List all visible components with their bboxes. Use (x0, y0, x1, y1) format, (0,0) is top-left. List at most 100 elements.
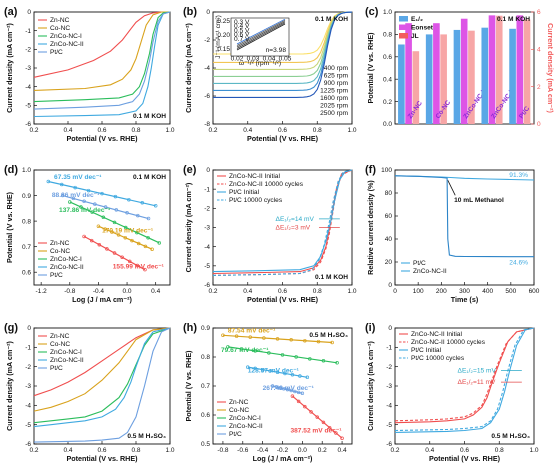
y-tick-label: -6 (204, 93, 210, 100)
legend-item: 900 rpm (324, 80, 349, 87)
legend-swatch (399, 33, 408, 39)
panel-b: (b) 0.2 0.4 0.6 0.8 1.0 0 -2 -4 -6 -8 Potential (V … (183, 6, 357, 143)
x-tick-label: 0.8 (131, 447, 140, 454)
panel-label: (i) (365, 322, 376, 334)
series-line (222, 334, 333, 344)
tafel-slope-label: 88.86 mV dec⁻¹ (52, 192, 99, 199)
data-point (330, 340, 334, 345)
bar-eonset (516, 15, 524, 124)
x-tick-label: 0.6 (278, 127, 287, 134)
data-point (303, 404, 307, 409)
bar-eonset (405, 23, 412, 125)
legend-item: ZnCo-NC-II 10000 cycles (229, 181, 304, 188)
y-tick-label: 0.8 (201, 354, 210, 361)
bar-jl (523, 19, 531, 124)
y-axis-label: Potential (V vs. RHE) (366, 32, 375, 104)
data-point (136, 241, 141, 246)
tafel-slope-label: 79.67 mV dec⁻¹ (221, 347, 268, 354)
inset-fit-line (236, 21, 286, 48)
y-tick-label: 0 (388, 282, 392, 289)
y-tick-label: 20 (385, 259, 393, 266)
y-tick-label: -8 (204, 121, 210, 128)
data-point (293, 389, 297, 394)
y-tick-label: 100 (381, 167, 392, 174)
panel-i: (i) 0.2 0.4 0.6 0.8 1.0 0 -1 -2 -3 -4 -5 -6 Potential… (365, 322, 539, 463)
x-tick-label: 1.0 (165, 447, 174, 454)
data-point (253, 366, 257, 371)
y-tick-label: -4 (25, 403, 31, 410)
data-point (103, 205, 108, 209)
series-line (33, 327, 171, 424)
data-point (281, 386, 286, 391)
series-line (247, 366, 308, 378)
panel-label: (e) (183, 164, 197, 176)
delta-label: ΔE₁/₂=3 mV (276, 225, 311, 232)
x-tick-label: 0.8 (313, 288, 322, 295)
y-axis-label: Potential (V vs. RHE) (5, 191, 14, 263)
y-tick-label: 0.8 (383, 32, 392, 39)
data-point (79, 205, 83, 209)
y-tick-label: 0.6 (22, 269, 31, 276)
series-line (98, 225, 153, 250)
y2-tick-label: 4 (537, 47, 541, 54)
x-tick-label: -0.6 (237, 447, 249, 454)
data-point (274, 385, 279, 389)
tafel-slope-label: 67.35 mV dec⁻¹ (54, 174, 101, 181)
x-tick-label: 0.6 (97, 447, 106, 454)
legend-item: Co-NC (50, 25, 70, 32)
legend-item: Zn-NC (50, 17, 70, 24)
legend-item: 400 rpm (324, 65, 349, 72)
x-tick-label: 1.0 (165, 127, 174, 134)
data-point (290, 394, 295, 398)
series-line (62, 195, 149, 220)
series-line (227, 346, 338, 364)
data-point (143, 267, 147, 272)
data-point (334, 431, 338, 435)
x-tick-label: 0.0 (298, 447, 307, 454)
data-point (283, 371, 287, 376)
y-tick-label: -4 (204, 65, 210, 72)
tafel-slope-label: 267.48 mV dec⁻¹ (263, 385, 314, 392)
y-tick-label: -4 (25, 84, 31, 91)
data-point (285, 387, 290, 392)
bar-e12 (398, 44, 405, 125)
y-tick-label: -6 (204, 282, 210, 289)
inset-x-tick: 0.04 (263, 56, 276, 63)
x-tick-label: 500 (505, 288, 516, 295)
legend-item: ZnCo-NC-I (50, 349, 82, 356)
y2-tick-label: 0 (537, 121, 541, 128)
data-point (103, 227, 107, 231)
x-axis-label: Log (J / mA cm⁻²) (253, 454, 313, 463)
data-point (93, 202, 97, 206)
tafel-slope-label: 170.19 mV dec⁻¹ (102, 228, 153, 235)
x-tick-label: -0.4 (257, 447, 269, 454)
data-point (82, 199, 86, 204)
legend-item: ZnCo-NC-II (50, 41, 84, 48)
x-tick-label: -1.2 (36, 288, 48, 295)
legend-item: Pt/C Initial (229, 189, 260, 196)
legend-item: ZnCo-NC-II (229, 423, 263, 430)
y-tick-label: 1.0 (22, 167, 31, 174)
series-line (213, 11, 353, 98)
retention-label: 91.3% (509, 172, 528, 179)
data-point (246, 365, 250, 369)
legend-item: Zn-NC (50, 240, 70, 247)
panel-label: (b) (183, 6, 197, 18)
y-axis-label: Current density (mA cm⁻²) (184, 23, 193, 113)
data-point (112, 251, 117, 255)
y-tick-label: -1 (204, 186, 210, 193)
panel-c: (c) 0.0 0.2 0.4 0.6 0.8 1.0 Potential (V vs. RH… (365, 6, 554, 128)
data-point (315, 415, 320, 419)
y-axis-label: Current density (mA cm⁻²) (5, 341, 14, 431)
y-axis-label: Relative current density (%) (366, 180, 375, 275)
series-line (69, 201, 160, 244)
data-point (267, 351, 271, 355)
data-point (135, 263, 140, 268)
data-point (113, 194, 118, 199)
data-point (120, 255, 124, 259)
y-tick-label: -2 (25, 364, 31, 371)
x-tick-label: 1.0 (529, 447, 538, 454)
bar-eonset (433, 23, 440, 125)
y-tick-label: 0 (27, 325, 31, 332)
legend-item: E₁/₂ (411, 16, 423, 23)
